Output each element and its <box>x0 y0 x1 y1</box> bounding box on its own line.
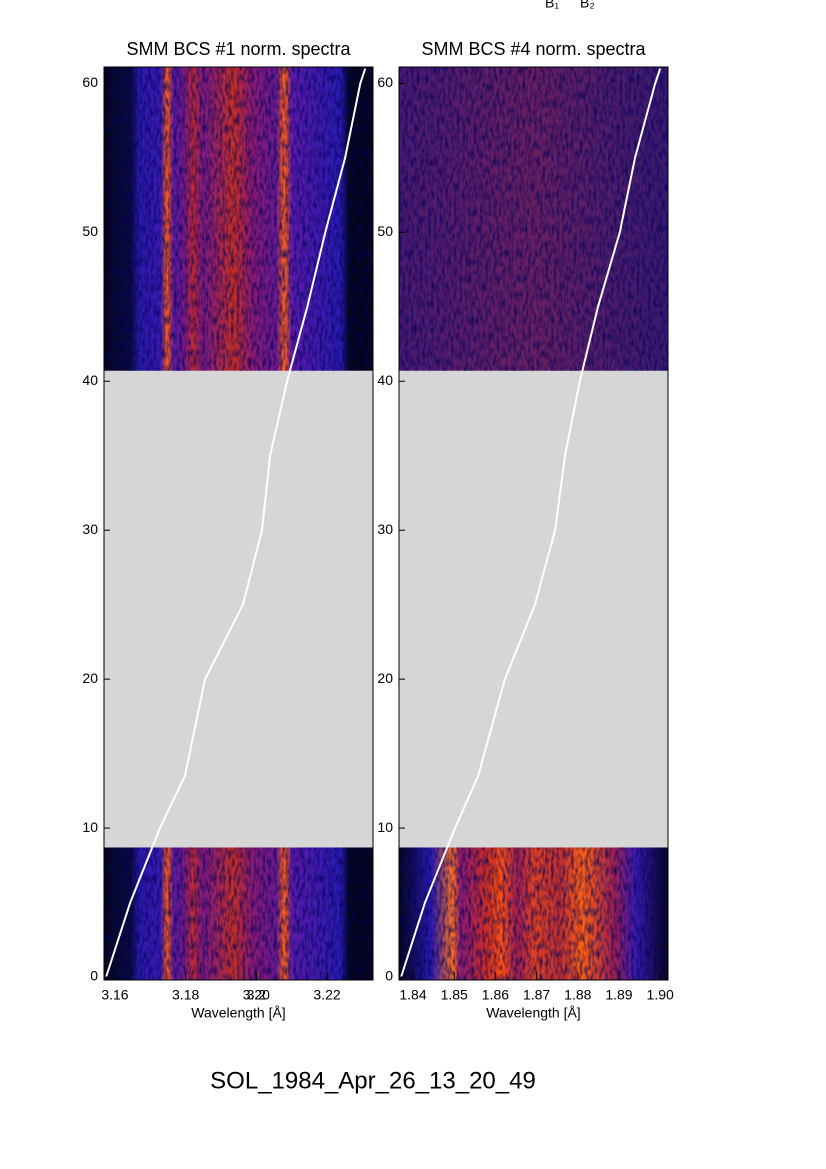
y-tick-label: 20 <box>377 670 393 686</box>
x-tick-label: 3.22 <box>313 987 340 1003</box>
spectrum-noise <box>399 847 668 980</box>
y-tick-label: 60 <box>82 74 98 90</box>
plot-frame <box>398 66 669 981</box>
y-tick-label: 30 <box>82 521 98 537</box>
x-tick-label: 1.87 <box>523 987 550 1003</box>
footer: SOL_1984_Apr_26_13_20_49 <box>210 1067 536 1094</box>
data-line <box>400 68 662 978</box>
x-tick-label: 1.90 <box>647 987 674 1003</box>
y-tick-label: 10 <box>82 819 98 835</box>
y-tick-label: 10 <box>377 819 393 835</box>
y-tick-label: 40 <box>377 372 393 388</box>
x-tick-label: 3.20 <box>243 987 270 1003</box>
y-tick-label: 30 <box>377 521 393 537</box>
x-axis-label: Wavelength [Å] <box>191 1005 285 1021</box>
annotation: B₂ <box>580 0 595 11</box>
x-tick-label: 1.88 <box>564 987 591 1003</box>
annotation: B₁ <box>545 0 559 11</box>
x-tick-label: 3.2 <box>247 987 267 1003</box>
x-tick-label: 1.86 <box>482 987 509 1003</box>
plot-frame <box>103 66 374 981</box>
y-tick-label: 40 <box>82 372 98 388</box>
chart-title: SMM BCS #4 norm. spectra <box>421 39 646 59</box>
x-tick-label: 3.18 <box>172 987 199 1003</box>
y-tick-label: 50 <box>377 223 393 239</box>
spectrum-noise <box>104 67 373 371</box>
y-tick-label: 0 <box>90 968 98 984</box>
data-line <box>105 68 367 978</box>
x-tick-label: 1.89 <box>605 987 632 1003</box>
x-axis-label: Wavelength [Å] <box>486 1005 580 1021</box>
spectrum-noise <box>104 847 373 980</box>
y-tick-label: 0 <box>385 968 393 984</box>
spectrum-noise <box>399 67 668 371</box>
x-tick-label: 1.85 <box>441 987 468 1003</box>
no-data-band <box>104 370 373 848</box>
y-tick-label: 50 <box>82 223 98 239</box>
x-tick-label: 3.16 <box>101 987 128 1003</box>
y-tick-label: 20 <box>82 670 98 686</box>
chart-title: SMM BCS #1 norm. spectra <box>126 39 351 59</box>
x-tick-label: 1.84 <box>399 987 426 1003</box>
y-tick-label: 60 <box>377 74 393 90</box>
